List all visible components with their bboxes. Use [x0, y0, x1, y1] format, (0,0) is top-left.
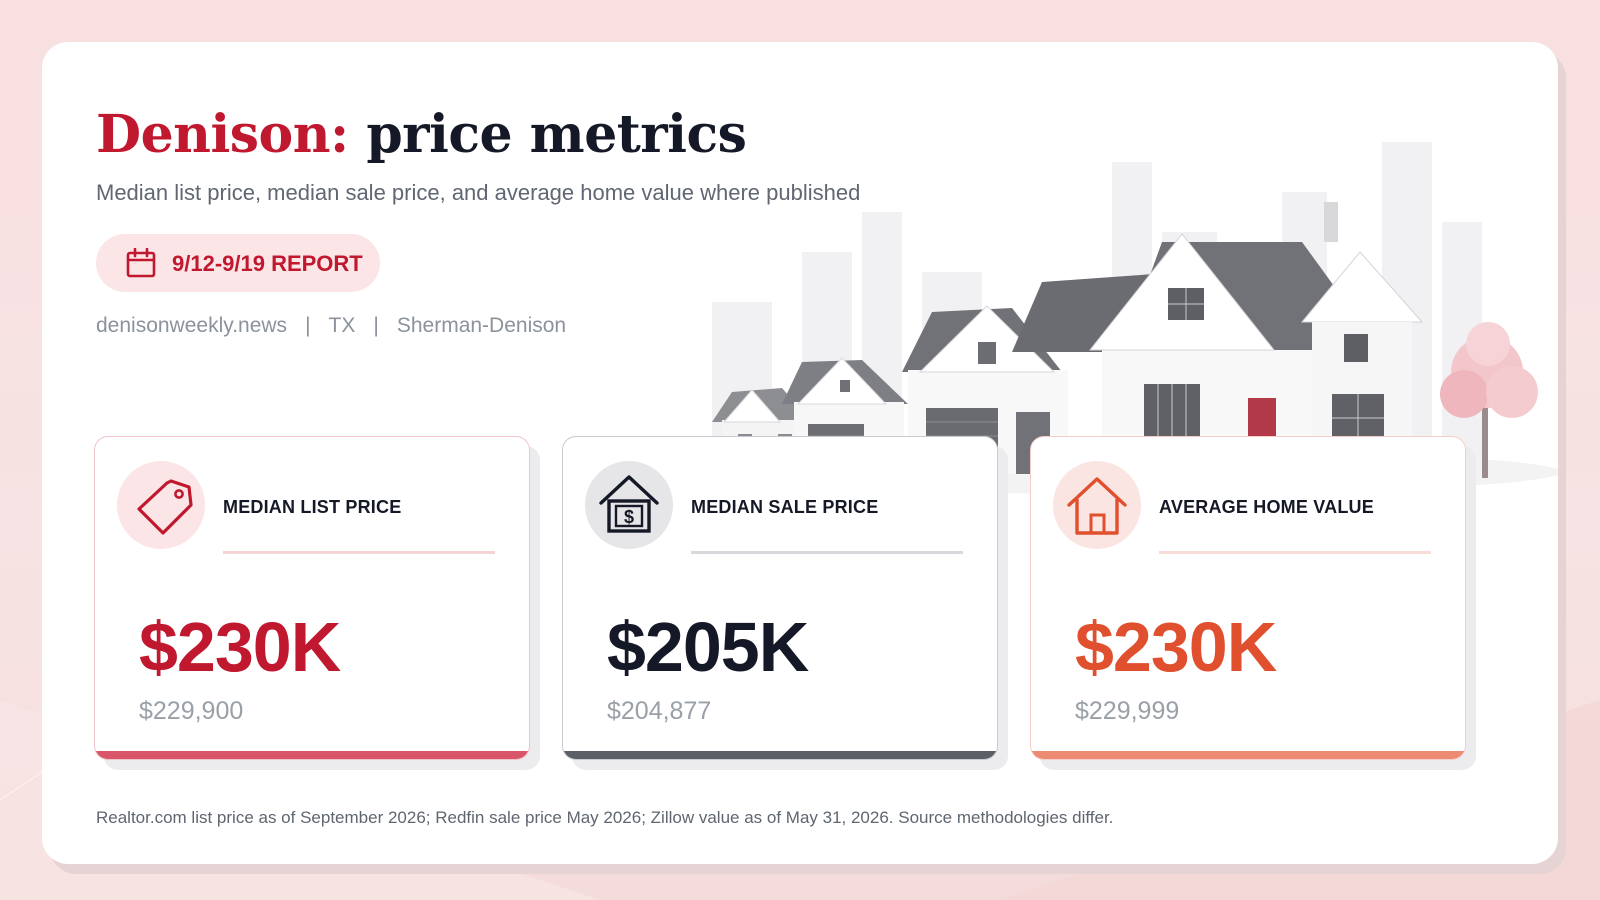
average-home-value-card: AVERAGE HOME VALUE $230K $229,999 [1030, 436, 1466, 760]
median-sale-price-card: $ MEDIAN SALE PRICE $205K $204,877 [562, 436, 998, 760]
card-accent-bar [563, 751, 997, 759]
card-exact-value: $229,900 [139, 697, 244, 725]
icon-circle: $ [585, 461, 673, 549]
card-label: MEDIAN LIST PRICE [223, 497, 402, 517]
report-date-label: 9/12-9/19 REPORT [172, 251, 363, 276]
card-label: AVERAGE HOME VALUE [1159, 497, 1374, 517]
card-accent-bar [95, 751, 529, 759]
icon-circle [117, 461, 205, 549]
card-divider [691, 551, 963, 554]
page-title: Denison: price metrics [96, 104, 747, 165]
card-value: $230K [139, 608, 341, 686]
title-text: price metrics [366, 104, 747, 165]
city-name: Denison: [96, 104, 349, 165]
calendar-icon [126, 248, 156, 278]
card-value: $205K [607, 608, 809, 686]
card-accent-bar [1031, 751, 1465, 759]
icon-circle [1053, 461, 1141, 549]
card-value: $230K [1075, 608, 1277, 686]
page-subtitle: Median list price, median sale price, an… [96, 180, 861, 205]
card-divider [223, 551, 495, 554]
home-icon [1067, 477, 1127, 535]
median-list-price-card: MEDIAN LIST PRICE $230K $229,900 [94, 436, 530, 760]
main-panel: Denison: price metrics Median list price… [42, 42, 1558, 864]
meta-separator: | [305, 314, 311, 337]
meta-line: denisonweekly.news | TX | Sherman-Denison [96, 314, 566, 338]
source-footnote: Realtor.com list price as of September 2… [96, 808, 1114, 827]
report-date-badge: 9/12-9/19 REPORT [96, 234, 380, 292]
source-site: denisonweekly.news [96, 314, 288, 337]
price-tag-icon [137, 479, 193, 535]
house-dollar-icon: $ [599, 475, 659, 533]
card-divider [1159, 551, 1431, 554]
svg-text:$: $ [624, 507, 634, 527]
state: TX [328, 314, 356, 337]
card-exact-value: $204,877 [607, 697, 712, 725]
meta-separator: | [373, 314, 379, 337]
card-label: MEDIAN SALE PRICE [691, 497, 879, 517]
card-exact-value: $229,999 [1075, 697, 1180, 725]
metro-area: Sherman-Denison [396, 314, 567, 337]
